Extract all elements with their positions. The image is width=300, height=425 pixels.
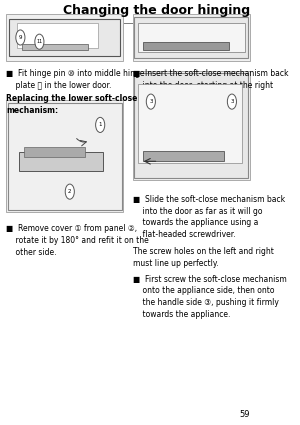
FancyBboxPatch shape [22, 44, 88, 50]
FancyBboxPatch shape [143, 151, 224, 162]
Text: Replacing the lower soft-close door
mechanism:: Replacing the lower soft-close door mech… [7, 94, 160, 115]
FancyBboxPatch shape [138, 84, 242, 163]
FancyBboxPatch shape [16, 23, 98, 48]
FancyBboxPatch shape [19, 153, 103, 171]
FancyBboxPatch shape [134, 73, 248, 178]
FancyBboxPatch shape [9, 19, 121, 57]
Circle shape [16, 30, 25, 45]
Text: ■  Slide the soft-close mechanism back
    into the door as far as it will go
  : ■ Slide the soft-close mechanism back in… [133, 195, 285, 239]
Text: ■  First screw the soft-close mechanism
    onto the appliance side, then onto
 : ■ First screw the soft-close mechanism o… [133, 275, 287, 319]
FancyBboxPatch shape [143, 42, 230, 50]
FancyBboxPatch shape [7, 100, 123, 212]
Text: 3: 3 [149, 99, 153, 104]
Text: 1: 1 [98, 122, 102, 128]
Text: Changing the door hinging: Changing the door hinging [62, 4, 250, 17]
Circle shape [65, 184, 74, 199]
Circle shape [96, 117, 105, 133]
Circle shape [227, 94, 236, 109]
FancyBboxPatch shape [7, 14, 123, 61]
FancyBboxPatch shape [134, 17, 248, 59]
Circle shape [146, 94, 155, 109]
Text: 59: 59 [239, 411, 250, 419]
FancyBboxPatch shape [133, 14, 250, 61]
FancyBboxPatch shape [138, 23, 244, 52]
Text: ■  Fit hinge pin ⑩ into middle hinge
    plate ⑪ in the lower door.: ■ Fit hinge pin ⑩ into middle hinge plat… [7, 69, 145, 90]
Text: The screw holes on the left and right
must line up perfectly.: The screw holes on the left and right mu… [133, 247, 274, 268]
Text: ■  Insert the soft-close mechanism back
    into the door, starting at the right: ■ Insert the soft-close mechanism back i… [133, 69, 289, 102]
Circle shape [35, 34, 44, 49]
Text: 3: 3 [230, 99, 234, 104]
Text: ■  Remove cover ① from panel ②,
    rotate it by 180° and refit it on the
    ot: ■ Remove cover ① from panel ②, rotate it… [7, 224, 149, 257]
FancyBboxPatch shape [8, 102, 122, 210]
FancyBboxPatch shape [24, 147, 85, 157]
FancyBboxPatch shape [133, 71, 250, 180]
Text: 2: 2 [68, 189, 71, 194]
Text: 11: 11 [36, 39, 43, 44]
Text: 9: 9 [19, 35, 22, 40]
